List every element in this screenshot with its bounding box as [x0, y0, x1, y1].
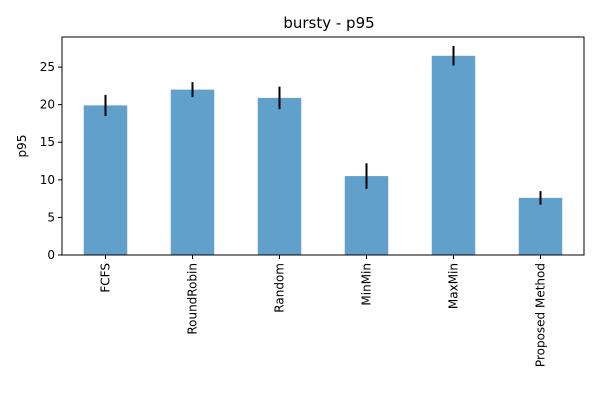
y-axis-label: p95 [15, 135, 29, 158]
bar-roundrobin [170, 89, 215, 255]
plot-frame [61, 36, 585, 256]
x-tick-label: MaxMin [447, 263, 461, 309]
errorbars-layer [104, 46, 542, 205]
x-tick-label: FCFS [99, 263, 113, 293]
y-tick-label: 5 [47, 210, 55, 224]
x-axis: FCFS RoundRobin Random MinMin MaxMin Proposed… [99, 255, 548, 367]
bar-minmin [344, 176, 389, 255]
y-tick-label: 15 [40, 135, 55, 149]
y-axis: 0 5 10 15 20 25 [40, 60, 62, 262]
y-tick-label: 10 [40, 173, 55, 187]
bar-maxmin [431, 55, 476, 255]
x-tick-label: Proposed Method [534, 263, 548, 367]
y-tick-label: 25 [40, 60, 55, 74]
chart-title: bursty - p95 [283, 14, 374, 32]
bar-fcfs [83, 105, 128, 256]
bar-random [257, 97, 302, 256]
y-tick-label: 20 [40, 98, 55, 112]
x-tick-label: MinMin [360, 263, 374, 306]
x-tick-label: Random [273, 263, 287, 313]
bar-proposed-method [518, 197, 563, 255]
bars-layer [83, 55, 563, 256]
y-tick-label: 0 [47, 248, 55, 262]
x-tick-label: RoundRobin [186, 263, 200, 335]
